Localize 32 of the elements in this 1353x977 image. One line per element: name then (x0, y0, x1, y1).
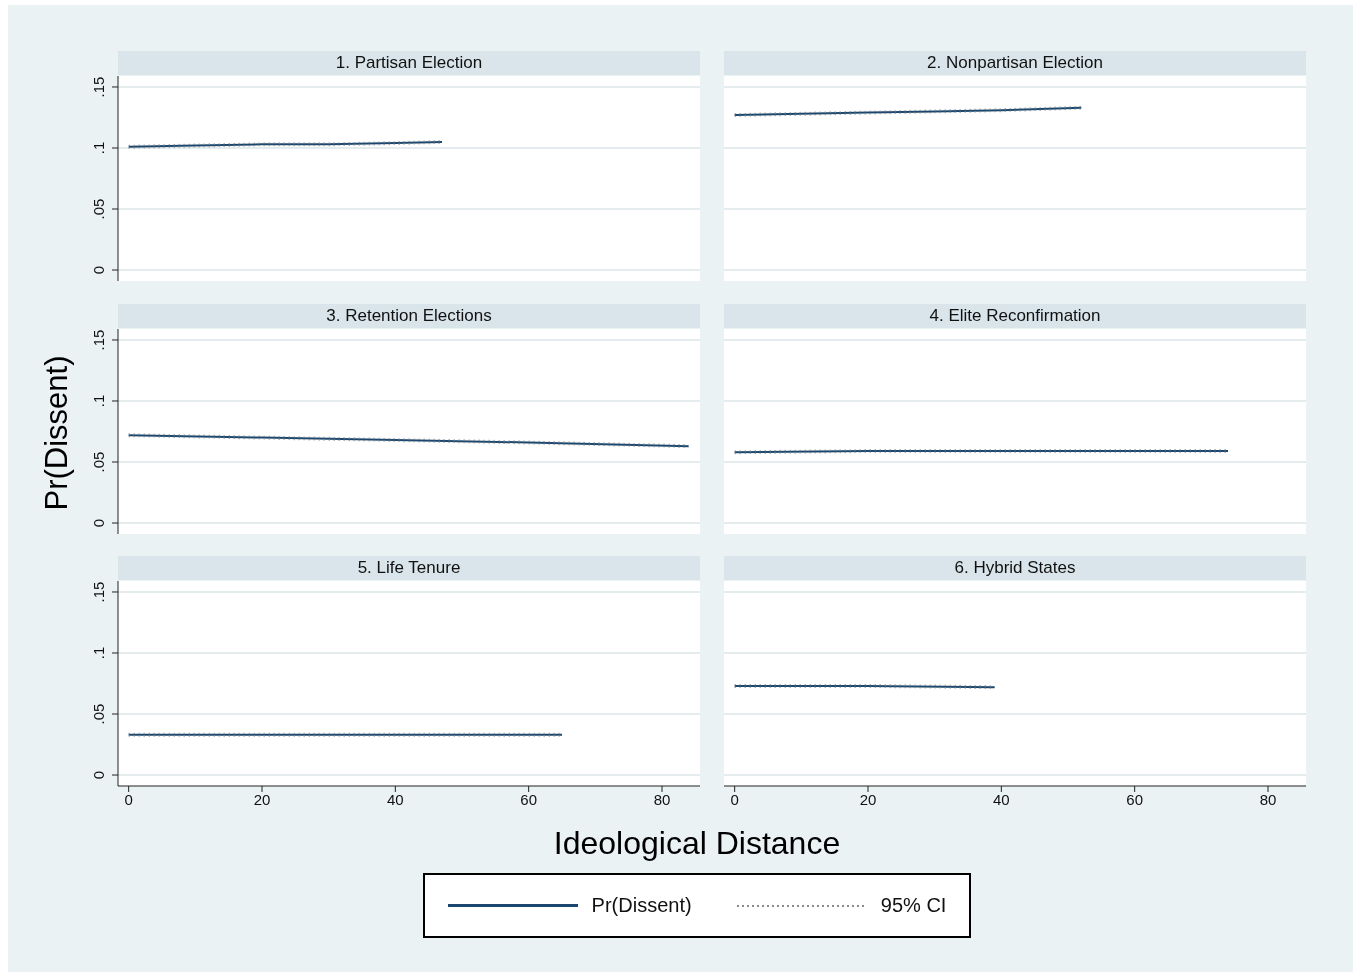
y-tick-label: .1 (90, 394, 107, 408)
x-axis-title: Ideological Distance (553, 824, 841, 862)
chart-title: 6. Hybrid States (724, 556, 1306, 580)
x-tick-label: 20 (253, 790, 271, 808)
x-tick-label: 0 (124, 790, 133, 808)
legend-label: 95% CI (880, 894, 947, 917)
y-tick-label: .05 (90, 451, 107, 473)
chart-title: 4. Elite Reconfirmation (724, 304, 1306, 328)
legend-label: Pr(Dissent) (591, 894, 692, 917)
y-tick-label: .15 (90, 581, 107, 603)
x-tick-label: 20 (859, 790, 877, 808)
chart-title: 2. Nonpartisan Election (724, 51, 1306, 75)
x-tick-label: 60 (1126, 790, 1144, 808)
chart-title: 1. Partisan Election (118, 51, 700, 75)
chart-title: 3. Retention Elections (118, 304, 700, 328)
x-tick-label: 0 (730, 790, 739, 808)
y-tick-label: .15 (90, 329, 107, 351)
y-tick-label: .1 (90, 141, 107, 155)
y-tick-label: .05 (90, 703, 107, 725)
x-tick-label: 60 (520, 790, 538, 808)
y-tick-label: .15 (90, 76, 107, 98)
x-tick-label: 80 (653, 790, 671, 808)
y-tick-label: 0 (90, 265, 107, 275)
y-axis-title: Pr(Dissent) (39, 355, 75, 511)
y-tick-label: 0 (90, 518, 107, 528)
y-tick-label: 0 (90, 770, 107, 780)
x-tick-label: 40 (386, 790, 404, 808)
y-tick-label: .05 (90, 198, 107, 220)
x-tick-label: 40 (992, 790, 1010, 808)
x-tick-label: 80 (1259, 790, 1277, 808)
y-tick-label: .1 (90, 646, 107, 660)
chart-title: 5. Life Tenure (118, 556, 700, 580)
